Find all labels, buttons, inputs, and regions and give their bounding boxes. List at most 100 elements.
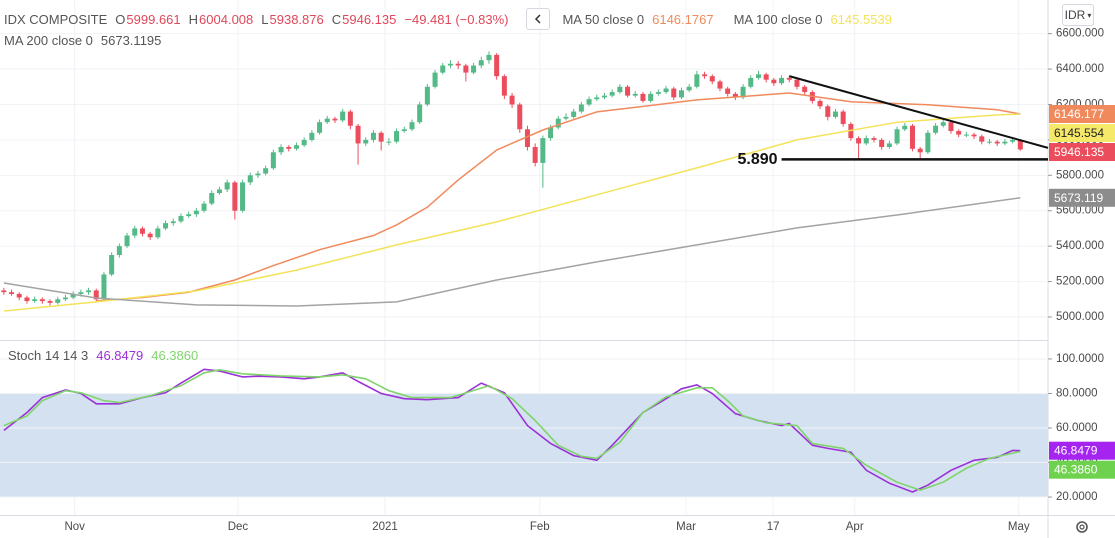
currency-button[interactable]: IDR ▾ (1062, 4, 1094, 26)
candle-body (794, 79, 800, 87)
candle-body (625, 86, 631, 96)
legend-row: IDX COMPOSITE O 5999.661 H 6004.008 L 5938.… (4, 8, 892, 30)
candle-body (494, 54, 500, 77)
indicator-value: 46.8479 (96, 348, 144, 363)
candle-body (601, 95, 607, 98)
candle-body (394, 131, 400, 142)
price-label-box (1049, 143, 1115, 162)
candle-body (486, 54, 492, 61)
candle-body (994, 141, 1000, 144)
candle-body (909, 125, 915, 149)
candle-body (124, 235, 130, 247)
candle-body (116, 246, 122, 255)
candle-body (763, 74, 769, 80)
y-tick-label: 60.0000 (1056, 422, 1098, 434)
y-tick-label: 5600.000 (1056, 205, 1104, 217)
y-tick-label: 80.0000 (1056, 387, 1098, 399)
indicator-name: MA 50 close 0 (562, 11, 645, 27)
y-tick-label: 6400.000 (1056, 63, 1104, 75)
x-tick-label: May (1008, 521, 1030, 533)
candle-body (686, 86, 692, 91)
x-tick-label: Apr (846, 521, 864, 533)
dropdown-arrow: ▾ (1087, 10, 1092, 20)
indicator-value: 6145.5539 (830, 11, 892, 27)
trendline (789, 75, 1049, 149)
settings-icon[interactable] (1076, 521, 1088, 533)
ohlc-close: C 5946.135 (332, 12, 397, 27)
candle-body (70, 293, 76, 298)
candle-body (963, 134, 969, 136)
candle-body (440, 65, 446, 73)
candle-body (655, 92, 661, 94)
candle-body (132, 228, 138, 236)
price-label: 5946.135 (1054, 145, 1104, 159)
candle-body (478, 60, 484, 66)
candle-body (663, 88, 669, 93)
ohlc-low: L 5938.876 (261, 12, 323, 27)
y-tick-label: 20.0000 (1056, 491, 1098, 503)
candle-body (417, 104, 423, 123)
candle-body (163, 223, 169, 229)
candle-body (509, 95, 515, 105)
candle-body (101, 274, 107, 300)
candle-body (178, 216, 184, 222)
candle-body (886, 143, 892, 147)
candle-body (786, 77, 792, 80)
candle-body (286, 146, 292, 149)
candle-body (817, 100, 823, 107)
candle-body (755, 74, 761, 78)
candle-body (340, 111, 346, 121)
candle-body (548, 127, 554, 139)
candle-body (948, 122, 954, 132)
candle-body (170, 221, 176, 224)
collapse-button[interactable] (526, 8, 551, 30)
candle-body (193, 210, 199, 215)
candle-body (424, 86, 430, 105)
change: −49.481 (−0.83%) (404, 11, 509, 27)
candle-body (55, 299, 61, 303)
candle-body (386, 141, 392, 143)
candle-body (93, 290, 99, 300)
candle-body (802, 86, 808, 93)
support-label: 5.890 (738, 151, 778, 168)
candle-body (1, 290, 7, 293)
candle-body (617, 86, 623, 93)
y-tick-label: 5200.000 (1056, 276, 1104, 288)
candle-body (47, 301, 53, 303)
legend-row: MA 200 close 0 5673.1195 (4, 33, 161, 48)
candle-body (940, 122, 946, 126)
candle-body (979, 136, 985, 142)
candle-body (702, 74, 708, 77)
candle-body (109, 255, 115, 275)
chevron (535, 14, 541, 24)
candle-body (863, 138, 869, 144)
series-line (96, 92, 1021, 302)
candle-body (270, 152, 276, 169)
candle-body (363, 139, 369, 144)
candle-body (832, 111, 838, 117)
candle-body (871, 138, 877, 140)
ohlc-key: H (188, 11, 199, 27)
candle-body (378, 132, 384, 142)
candle-body (532, 146, 538, 163)
candle-body (39, 299, 45, 302)
candle-body (32, 299, 38, 302)
price-label-box (1049, 460, 1115, 479)
x-tick-label: Dec (228, 521, 249, 533)
candle-body (447, 63, 453, 66)
price-label: 5673.119 (1054, 191, 1103, 205)
candle-body (455, 63, 461, 66)
candle-body (255, 173, 261, 176)
x-tick-label: Feb (530, 521, 550, 533)
price-label-box (1049, 188, 1115, 207)
candle-body (332, 118, 338, 121)
candle-body (524, 129, 530, 147)
ohlc-open: O 5999.661 (115, 12, 180, 27)
candle-body (301, 139, 307, 146)
candle-body (740, 86, 746, 98)
candle-body (925, 132, 931, 153)
candle-body (732, 93, 738, 98)
price-label-box (1049, 105, 1115, 124)
candle-body (586, 99, 592, 105)
